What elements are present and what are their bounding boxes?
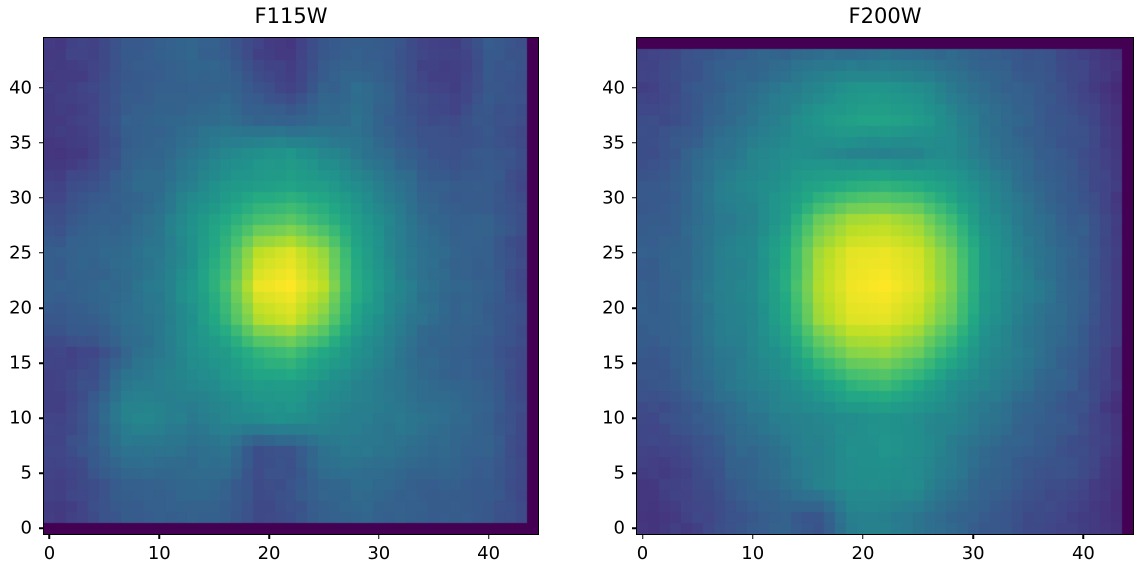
x-tick-mark bbox=[48, 535, 51, 539]
heatmap-image-f115w bbox=[44, 38, 538, 534]
y-tick-label: 5 bbox=[20, 462, 32, 484]
y-tick-label: 30 bbox=[602, 187, 625, 209]
y-tick-mark bbox=[632, 362, 636, 364]
axes-f115w bbox=[43, 37, 539, 535]
y-tick-mark bbox=[39, 197, 43, 199]
y-tick-label: 25 bbox=[602, 242, 625, 264]
x-tick-mark bbox=[268, 535, 270, 539]
y-tick-label: 5 bbox=[613, 462, 625, 484]
y-tick-label: 40 bbox=[602, 77, 625, 99]
y-tick-mark bbox=[632, 417, 636, 420]
x-tick-mark bbox=[158, 535, 161, 539]
x-tick-label: 0 bbox=[43, 543, 56, 564]
y-tick-label: 15 bbox=[602, 352, 625, 374]
y-tick-mark bbox=[39, 141, 43, 144]
y-tick-label: 30 bbox=[9, 187, 32, 209]
x-tick-mark bbox=[972, 535, 974, 539]
y-tick-label: 10 bbox=[9, 407, 32, 429]
y-tick-label: 0 bbox=[613, 517, 625, 539]
y-tick-label: 20 bbox=[9, 297, 32, 319]
axes-f200w bbox=[636, 37, 1134, 535]
y-tick-label: 35 bbox=[9, 132, 32, 154]
heatmap-image-f200w bbox=[637, 38, 1133, 534]
x-tick-label: 30 bbox=[367, 543, 391, 564]
y-tick-label: 25 bbox=[9, 242, 32, 264]
y-tick-label: 40 bbox=[9, 77, 32, 99]
y-tick-label: 20 bbox=[602, 297, 625, 319]
x-tick-mark bbox=[641, 535, 644, 539]
x-tick-mark bbox=[378, 535, 380, 539]
y-tick-label: 35 bbox=[602, 132, 625, 154]
x-tick-mark bbox=[1082, 535, 1085, 539]
x-tick-mark bbox=[751, 535, 754, 539]
x-tick-label: 40 bbox=[477, 543, 501, 564]
x-tick-label: 0 bbox=[636, 543, 649, 564]
x-tick-label: 10 bbox=[147, 543, 171, 564]
x-tick-mark bbox=[487, 535, 490, 539]
y-tick-label: 0 bbox=[20, 517, 32, 539]
x-tick-label: 20 bbox=[257, 543, 281, 564]
y-tick-mark bbox=[632, 307, 636, 309]
y-tick-mark bbox=[39, 527, 43, 530]
y-tick-mark bbox=[39, 307, 43, 309]
y-tick-mark bbox=[39, 362, 43, 364]
y-tick-mark bbox=[632, 472, 636, 475]
y-tick-label: 10 bbox=[602, 407, 625, 429]
x-tick-mark bbox=[862, 535, 864, 539]
y-tick-mark bbox=[632, 197, 636, 199]
x-tick-label: 10 bbox=[741, 543, 765, 564]
y-tick-mark bbox=[39, 252, 43, 254]
y-tick-mark bbox=[632, 252, 636, 254]
x-tick-label: 30 bbox=[961, 543, 985, 564]
panel-title-f200w: F200W bbox=[848, 4, 922, 28]
y-tick-mark bbox=[39, 472, 43, 475]
y-tick-label: 15 bbox=[9, 352, 32, 374]
y-tick-mark bbox=[632, 86, 636, 89]
y-tick-mark bbox=[39, 86, 43, 89]
x-tick-label: 20 bbox=[851, 543, 875, 564]
x-tick-label: 40 bbox=[1071, 543, 1095, 564]
y-tick-mark bbox=[632, 141, 636, 144]
y-tick-mark bbox=[632, 527, 636, 530]
y-tick-mark bbox=[39, 417, 43, 420]
panel-title-f115w: F115W bbox=[254, 4, 328, 28]
